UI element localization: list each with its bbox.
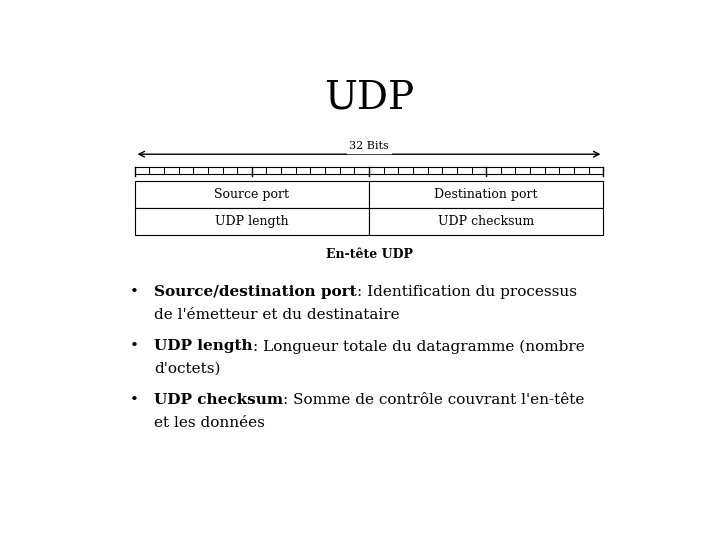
Text: Source port: Source port bbox=[215, 188, 289, 201]
Text: d'octets): d'octets) bbox=[154, 362, 220, 376]
Text: UDP length: UDP length bbox=[215, 215, 289, 228]
Text: : Identification du processus: : Identification du processus bbox=[357, 285, 577, 299]
Text: •: • bbox=[130, 393, 139, 407]
Text: 32 Bits: 32 Bits bbox=[349, 141, 389, 151]
Text: et les données: et les données bbox=[154, 416, 265, 430]
Bar bbox=[135, 181, 369, 208]
Text: : Somme de contrôle couvrant l'en-tête: : Somme de contrôle couvrant l'en-tête bbox=[283, 393, 585, 407]
Text: UDP checksum: UDP checksum bbox=[154, 393, 283, 407]
Bar bbox=[369, 181, 603, 208]
Text: •: • bbox=[130, 339, 139, 353]
Text: : Longueur totale du datagramme (nombre: : Longueur totale du datagramme (nombre bbox=[253, 339, 585, 354]
Text: UDP: UDP bbox=[324, 79, 414, 117]
Text: Source/destination port: Source/destination port bbox=[154, 285, 357, 299]
Bar bbox=[369, 208, 603, 235]
Text: de l'émetteur et du destinataire: de l'émetteur et du destinataire bbox=[154, 308, 400, 322]
Text: UDP length: UDP length bbox=[154, 339, 253, 353]
Bar bbox=[135, 208, 369, 235]
Text: En-tête UDP: En-tête UDP bbox=[325, 248, 413, 261]
Text: •: • bbox=[130, 285, 139, 299]
Text: UDP checksum: UDP checksum bbox=[438, 215, 534, 228]
Text: Destination port: Destination port bbox=[434, 188, 538, 201]
